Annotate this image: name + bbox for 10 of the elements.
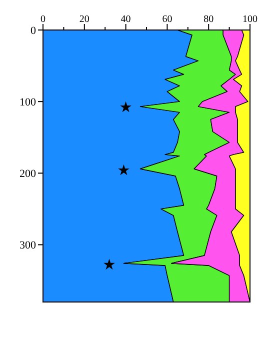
x-tick-label: 80 [204,14,214,25]
y-tick-label: 0 [30,24,36,37]
x-tick-label: 40 [120,14,131,25]
y-tick-label: 300 [20,240,36,252]
x-tick-label: 100 [242,14,258,25]
y-tick-label: 100 [20,96,36,108]
x-tick-label: 0 [40,14,46,25]
y-tick-label: 200 [20,168,36,180]
x-tick-label: 20 [79,14,90,25]
x-tick-label: 60 [162,14,172,25]
